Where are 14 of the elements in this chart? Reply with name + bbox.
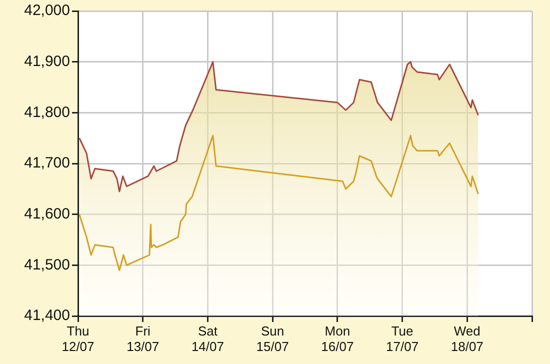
y-tick-label: 41,700 <box>24 154 70 172</box>
x-tick-label: Sun 15/07 <box>256 323 289 354</box>
x-tick-label: Sat 14/07 <box>191 323 224 354</box>
x-tick-label: Thu 12/07 <box>62 323 94 354</box>
x-tick-label: Mon 16/07 <box>321 323 354 354</box>
x-tick-label: Wed 18/07 <box>450 323 484 354</box>
x-tick-label: Fri 13/07 <box>126 323 160 354</box>
y-tick-label: 42,000 <box>24 2 70 20</box>
y-tick-label: 41,900 <box>24 52 70 70</box>
y-tick-label: 41,600 <box>24 205 70 222</box>
x-tick-label: Tue 17/07 <box>386 323 419 354</box>
y-tick-label: 41,400 <box>24 307 70 324</box>
y-tick-label: 41,800 <box>24 104 70 121</box>
y-tick-label: 41,500 <box>24 256 70 274</box>
